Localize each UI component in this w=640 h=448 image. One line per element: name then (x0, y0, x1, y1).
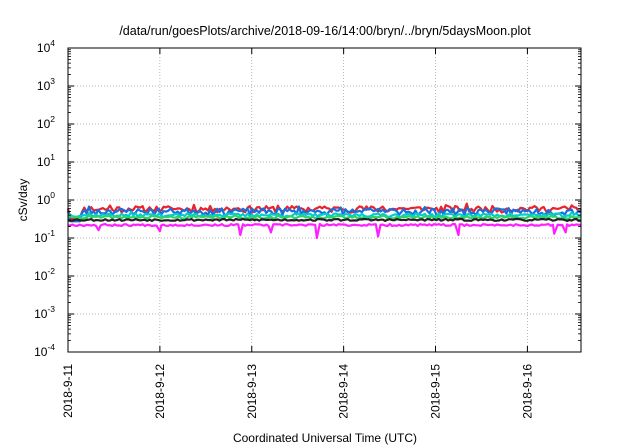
chart-title: /data/run/goesPlots/archive/2018-09-16/1… (119, 24, 531, 38)
y-tick-label: 102 (37, 114, 55, 131)
y-tick-label: 101 (37, 152, 55, 169)
series-line (67, 217, 582, 222)
x-tick-label: 2018-9-11 (61, 364, 75, 418)
x-tick-label: 2018-9-16 (520, 364, 534, 419)
y-tick-label: 103 (37, 76, 55, 93)
series-line (68, 211, 582, 218)
series-layer (66, 202, 582, 240)
y-axis-ticks: 10-4 10-3 10-2 10-1 100 101 102 103 104 (34, 38, 581, 359)
series-line (66, 202, 582, 220)
x-tick-label: 2018-9-13 (245, 364, 259, 419)
y-tick-label: 10-4 (34, 342, 55, 359)
series-line (66, 205, 582, 223)
x-axis-ticks: 2018-9-11 2018-9-12 2018-9-13 2018-9-14 2018… (61, 48, 534, 419)
x-tick-label: 2018-9-15 (429, 364, 443, 419)
y-tick-label: 100 (37, 190, 55, 207)
y-tick-label: 10-1 (34, 228, 55, 245)
y-tick-label: 104 (37, 38, 55, 55)
y-tick-label: 10-2 (34, 266, 55, 283)
series-line (67, 214, 581, 220)
series-line (67, 222, 582, 240)
x-tick-label: 2018-9-12 (153, 364, 167, 419)
grid-lines (68, 48, 581, 352)
y-axis-label: cSv/day (16, 179, 30, 222)
x-tick-label: 2018-9-14 (337, 364, 351, 419)
y-tick-label: 10-3 (34, 304, 55, 321)
x-axis-label: Coordinated Universal Time (UTC) (233, 431, 417, 445)
plot-frame (67, 47, 582, 353)
